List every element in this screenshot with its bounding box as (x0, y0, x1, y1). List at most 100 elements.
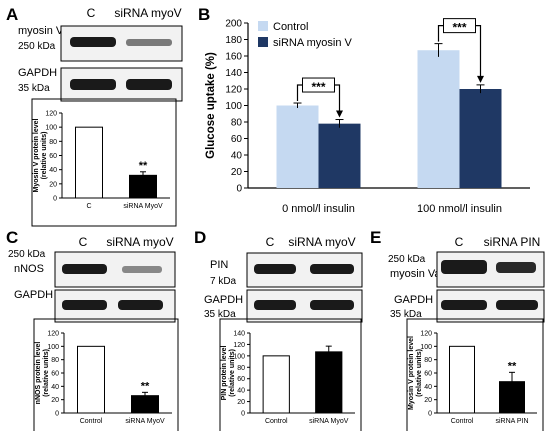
y-axis-label: Myosin V protein level(relative units) (408, 336, 423, 410)
blot-band-treated (118, 300, 163, 310)
panel-d-bar-chart: 0 20 40 60 80 100 120 140 PIN protein level(rela… (219, 318, 362, 431)
bracket-arrowhead (477, 75, 484, 83)
panel-letter-d: D (194, 228, 206, 247)
y-tick-label: 100 (420, 344, 432, 351)
x-tick-label: 0 nmol/l insulin (282, 203, 355, 215)
blot-kda-label: 7 kDa (210, 276, 237, 287)
blot-band-control (441, 260, 487, 274)
y-tick-label: 60 (237, 376, 245, 383)
y-tick-label: 120 (233, 342, 245, 349)
y-axis-label: Glucose uptake (%) (205, 52, 217, 159)
y-tick-label: 100 (47, 344, 59, 351)
y-tick-label: 40 (237, 388, 245, 395)
legend-swatch (258, 21, 268, 31)
bar (318, 123, 361, 188)
y-tick-label: 40 (231, 151, 243, 162)
blot-protein-label: myosin Va (390, 268, 441, 280)
lane-label-control: C (455, 235, 464, 249)
panel-letter-b: B (198, 5, 210, 24)
y-tick-label: 100 (233, 353, 245, 360)
y-tick-label: 0 (241, 411, 245, 418)
y-tick-label: 120 (45, 111, 57, 118)
blot-band-control (254, 300, 296, 310)
y-tick-label: 160 (225, 52, 242, 63)
y-tick-label: 0 (428, 411, 432, 418)
y-tick-label: 40 (51, 384, 59, 391)
bar (77, 345, 105, 414)
y-tick-label: 80 (231, 118, 243, 129)
significance-marker: ** (139, 160, 148, 172)
y-tick-label: 20 (424, 397, 432, 404)
panel-d-blot: C siRNA myoV PIN 7 kDa GAPDH 35 kDa (204, 235, 363, 323)
blot-kda-label: 35 kDa (390, 309, 422, 320)
y-tick-label: 0 (53, 196, 57, 203)
chart-frame (219, 318, 362, 431)
y-tick-label: 80 (424, 357, 432, 364)
y-tick-label: 120 (47, 331, 59, 338)
significance-marker: *** (452, 21, 466, 35)
y-tick-label: 140 (233, 331, 245, 338)
panel-e-blot: C siRNA PIN 250 kDa myosin Va GAPDH 35 k… (388, 235, 545, 323)
y-tick-label: 200 (225, 19, 242, 30)
bar (131, 395, 159, 414)
blot-protein-label: PIN (210, 259, 228, 271)
x-tick-label: siRNA MyoV (123, 203, 163, 210)
blot-protein-label: GAPDH (14, 289, 53, 301)
y-tick-label: 0 (55, 411, 59, 418)
y-axis-label: PIN protein level(relative units) (221, 346, 236, 401)
x-tick-label: siRNA PIN (495, 418, 528, 425)
y-tick-label: 60 (51, 371, 59, 378)
lane-label-treated: siRNA myoV (114, 6, 181, 20)
y-tick-label: 140 (225, 68, 242, 79)
y-tick-label: 20 (51, 397, 59, 404)
y-tick-label: 60 (231, 134, 243, 145)
blot-band-treated (126, 79, 172, 90)
panel-b-bar-chart: 0 20 40 60 80 100 120 140 160 180 200 Glucose uptak… (205, 18, 530, 215)
y-tick-label: 180 (225, 35, 242, 46)
bar (449, 345, 475, 414)
lane-label-control: C (266, 235, 275, 249)
x-tick-label: siRNA MyoV (309, 418, 349, 425)
y-tick-label: 100 (225, 101, 242, 112)
blot-band-treated (122, 266, 162, 273)
bar (276, 105, 319, 188)
chart-frame (33, 318, 179, 431)
y-tick-label: 120 (225, 85, 242, 96)
blot-band-control (62, 300, 107, 310)
y-tick-label: 60 (49, 153, 57, 160)
y-tick-label: 40 (49, 167, 57, 174)
x-tick-label: Control (80, 418, 103, 425)
blot-band-treated (310, 300, 354, 310)
y-tick-label: 100 (45, 125, 57, 132)
chart-frame (406, 318, 544, 431)
bracket-arrowhead (336, 110, 343, 118)
panel-c-blot: C siRNA myoV 250 kDa nNOS GAPDH (8, 235, 176, 323)
y-tick-label: 20 (49, 181, 57, 188)
lane-label-control: C (79, 235, 88, 249)
x-tick-label: siRNA MyoV (125, 418, 165, 425)
blot-band-treated (126, 39, 172, 46)
blot-band-control (70, 37, 116, 47)
bar (459, 89, 502, 188)
lane-label-treated: siRNA myoV (288, 235, 355, 249)
y-tick-label: 40 (424, 384, 432, 391)
blot-kda-label: 250 kDa (18, 41, 56, 52)
x-tick-label: C (86, 203, 91, 210)
y-tick-label: 120 (420, 331, 432, 338)
chart-frame (31, 98, 177, 227)
panel-letter-a: A (6, 5, 18, 24)
blot-band-treated (310, 264, 354, 274)
bar (262, 355, 290, 414)
y-tick-label: 20 (237, 399, 245, 406)
significance-box (302, 77, 335, 93)
legend-label: siRNA myosin V (273, 37, 353, 49)
blot-protein-label: nNOS (14, 263, 44, 275)
blot-protein-label: GAPDH (18, 67, 57, 79)
blot-protein-label: myosin V (18, 25, 64, 37)
lane-label-treated: siRNA myoV (106, 235, 173, 249)
x-tick-label: Control (265, 418, 288, 425)
blot-kda-label: 250 kDa (388, 254, 426, 265)
bar (75, 126, 103, 199)
